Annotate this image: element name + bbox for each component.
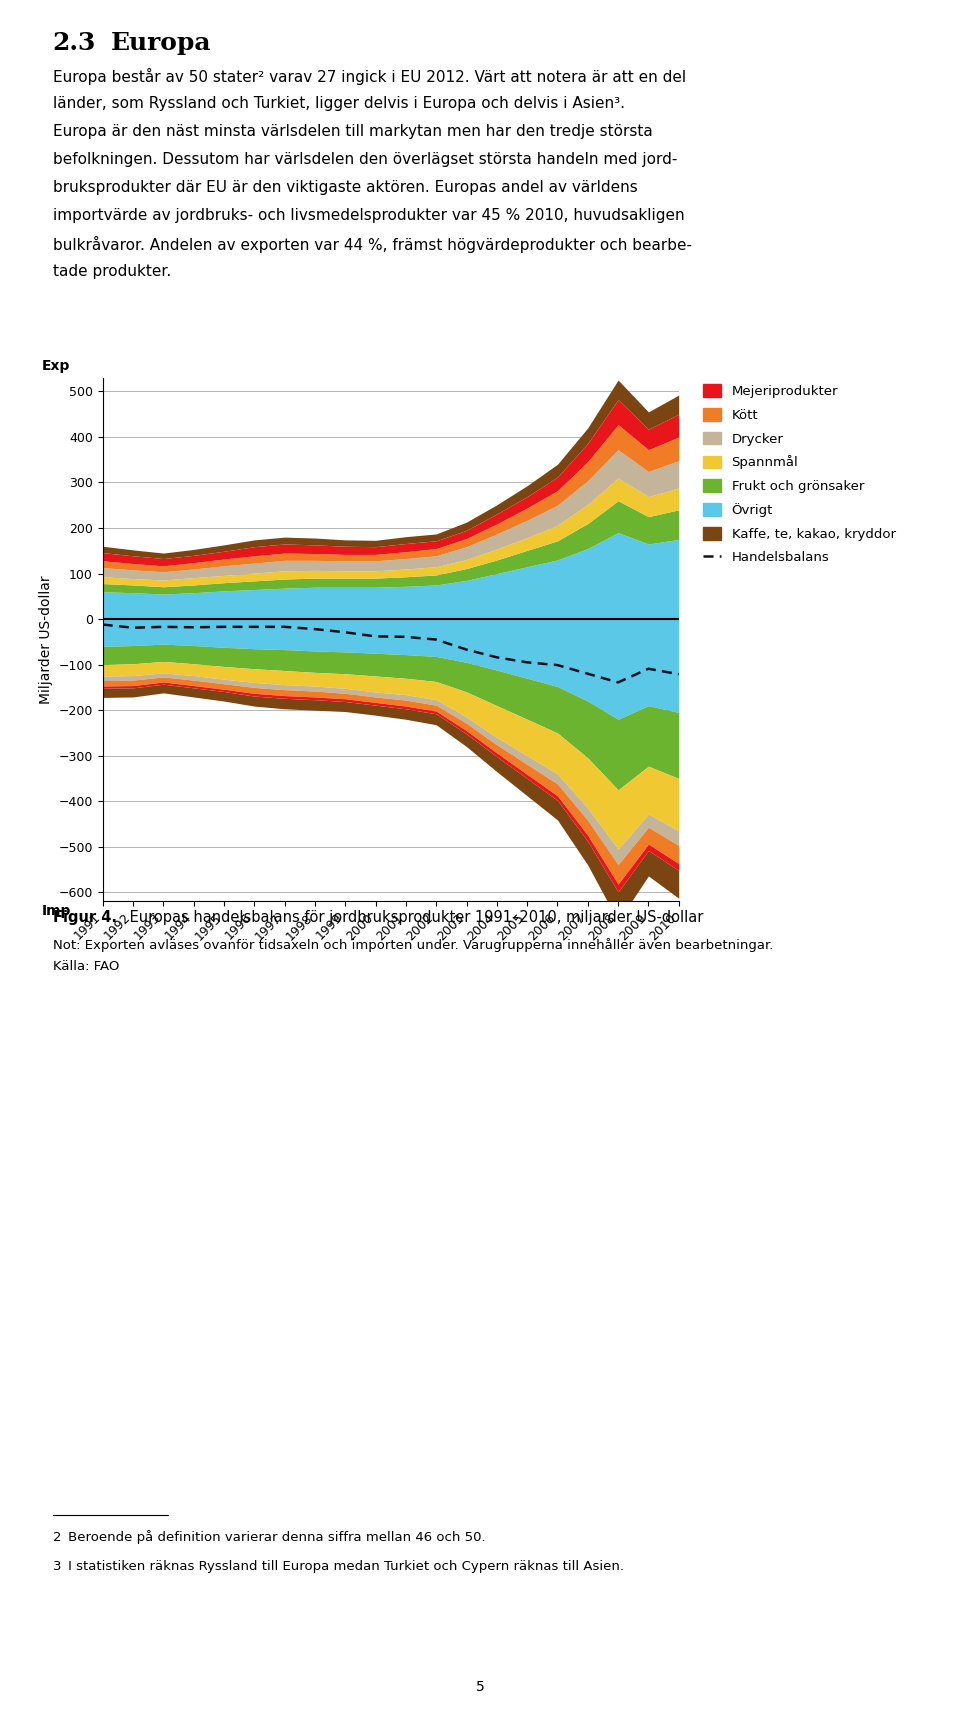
Text: bruksprodukter där EU är den viktigaste aktören. Europas andel av världens: bruksprodukter där EU är den viktigaste … (53, 180, 637, 196)
Text: tade produkter.: tade produkter. (53, 264, 171, 278)
Text: Exp: Exp (42, 359, 71, 373)
Text: Figur 4.: Figur 4. (53, 910, 117, 925)
Text: 5: 5 (475, 1679, 485, 1695)
Y-axis label: Miljarder US-dollar: Miljarder US-dollar (39, 575, 53, 704)
Text: befolkningen. Dessutom har värlsdelen den överlägset största handeln med jord-: befolkningen. Dessutom har värlsdelen de… (53, 153, 677, 167)
Text: Europa: Europa (110, 31, 211, 55)
Text: bulkråvaror. Andelen av exporten var 44 %, främst högvärdeprodukter och bearbe-: bulkråvaror. Andelen av exporten var 44 … (53, 235, 692, 252)
Text: Källa: FAO: Källa: FAO (53, 960, 119, 974)
Text: 2.3: 2.3 (53, 31, 96, 55)
Text: Europa är den näst minsta värlsdelen till markytan men har den tredje största: Europa är den näst minsta värlsdelen til… (53, 124, 653, 139)
Legend: Mejeriprodukter, Kött, Drycker, Spannmål, Frukt och grönsaker, Övrigt, Kaffe, te: Mejeriprodukter, Kött, Drycker, Spannmål… (703, 385, 896, 565)
Text: 3 I statistiken räknas Ryssland till Europa medan Turkiet och Cypern räknas till: 3 I statistiken räknas Ryssland till Eur… (53, 1561, 624, 1573)
Text: Europas handelsbalans för jordbruksprodukter 1991–2010, miljarder US-dollar: Europas handelsbalans för jordbruksprodu… (125, 910, 703, 925)
Text: Not: Exporten avläses ovanför tidsaxeln och importen under. Varugrupperna innehå: Not: Exporten avläses ovanför tidsaxeln … (53, 937, 773, 951)
Text: Europa består av 50 stater² varav 27 ingick i EU 2012. Värt att notera är att en: Europa består av 50 stater² varav 27 ing… (53, 69, 686, 86)
Text: Imp: Imp (42, 905, 72, 919)
Text: 2 Beroende på definition varierar denna siffra mellan 46 och 50.: 2 Beroende på definition varierar denna … (53, 1530, 486, 1544)
Text: importvärde av jordbruks- och livsmedelsprodukter var 45 % 2010, huvudsakligen: importvärde av jordbruks- och livsmedels… (53, 208, 684, 223)
Text: länder, som Ryssland och Turkiet, ligger delvis i Europa och delvis i Asien³.: länder, som Ryssland och Turkiet, ligger… (53, 96, 625, 112)
